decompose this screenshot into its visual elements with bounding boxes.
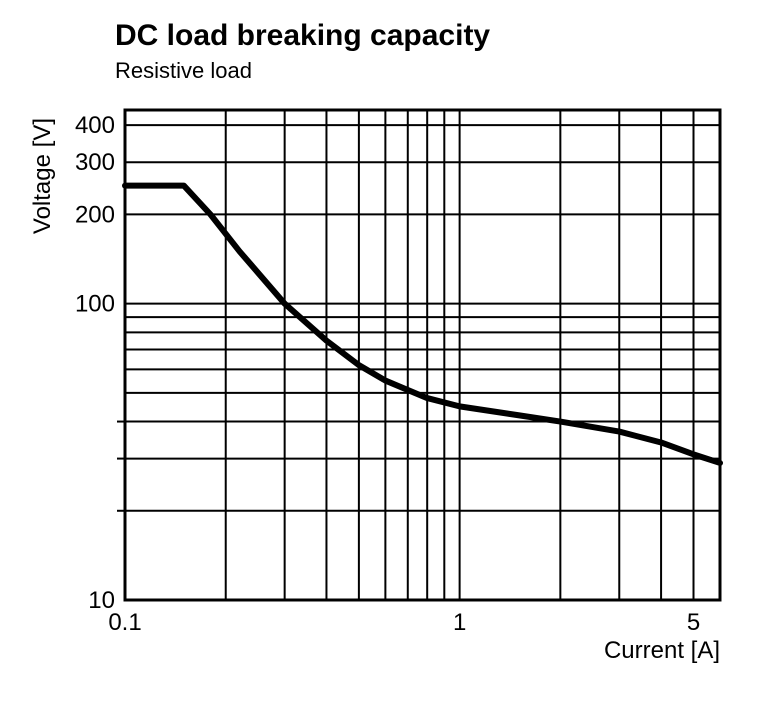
ytick-label: 100 xyxy=(75,291,115,318)
chart-subtitle: Resistive load xyxy=(115,58,252,83)
ytick-label: 200 xyxy=(75,201,115,228)
y-axis-label: Voltage [V] xyxy=(29,118,56,234)
ytick-label: 10 xyxy=(88,587,115,614)
chart-container: DC load breaking capacityResistive load0… xyxy=(0,0,768,703)
ytick-label: 400 xyxy=(75,112,115,139)
xtick-label: 1 xyxy=(453,609,466,636)
x-axis-label: Current [A] xyxy=(604,637,720,664)
chart-svg: DC load breaking capacityResistive load0… xyxy=(0,0,768,703)
chart-title: DC load breaking capacity xyxy=(115,19,490,52)
xtick-label: 5 xyxy=(687,609,700,636)
ytick-label: 300 xyxy=(75,149,115,176)
chart-bg xyxy=(0,0,768,703)
